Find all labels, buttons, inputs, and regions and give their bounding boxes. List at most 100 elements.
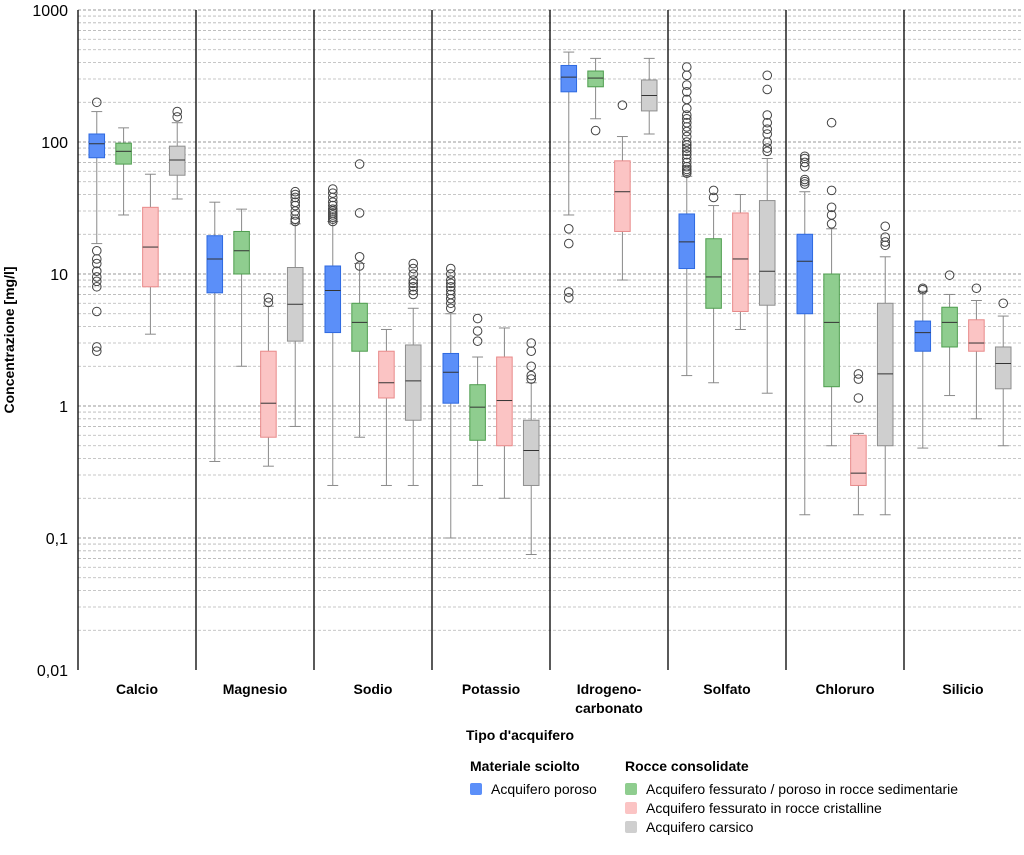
box-iqr: [850, 434, 867, 486]
outlier-point: [354, 261, 365, 271]
outlier-point: [290, 189, 301, 200]
outlier-point: [799, 174, 810, 185]
box-iqr: [88, 133, 106, 159]
outlier-point: [91, 281, 102, 292]
y-tick-label: 0,1: [46, 531, 68, 548]
outlier-point: [472, 313, 483, 324]
outlier-point: [799, 179, 810, 189]
legend-title-text: Tipo d'acquifero: [466, 727, 575, 743]
outlier-point: [445, 269, 456, 279]
outlier-point: [526, 374, 537, 384]
box-iqr: [732, 212, 749, 312]
outlier-point: [762, 84, 773, 95]
box-0-3: [442, 263, 460, 539]
box-0-0: [88, 97, 106, 357]
outlier-point: [445, 278, 456, 289]
box-iqr: [206, 235, 224, 294]
outlier-point: [681, 80, 692, 90]
box-1-3: [469, 313, 486, 486]
legend-rock-title: Rocce consolidate: [625, 758, 749, 774]
box-2-3: [496, 327, 513, 499]
box-3-1: [286, 186, 304, 427]
box-iqr: [968, 319, 985, 352]
outlier-point: [445, 281, 456, 292]
box-2-7: [968, 283, 985, 420]
outlier-point: [762, 70, 773, 81]
outlier-point: [681, 70, 692, 81]
outlier-point: [681, 140, 692, 150]
outlier-point: [91, 254, 102, 264]
outlier-point: [944, 270, 955, 280]
box-2-4: [614, 100, 631, 281]
legend-label-carsico: Acquifero carsico: [646, 818, 754, 835]
box-iqr: [442, 352, 460, 404]
legend-swatch-sedimentarie: [625, 782, 637, 795]
box-iqr: [115, 142, 132, 165]
box-0-5: [678, 62, 696, 377]
box-iqr: [168, 145, 186, 176]
outlier-point: [91, 258, 102, 269]
outlier-point: [290, 200, 301, 211]
box-3-0: [168, 106, 186, 200]
outlier-point: [91, 346, 102, 357]
box-2-5: [732, 194, 749, 330]
x-tick-label: Silicio: [942, 681, 983, 697]
box-iqr: [914, 320, 932, 352]
box-2-6: [850, 369, 867, 516]
box-iqr: [496, 356, 513, 447]
box-iqr: [796, 233, 814, 315]
outlier-point: [681, 146, 692, 157]
outlier-point: [826, 219, 837, 229]
box-iqr: [587, 70, 604, 88]
outlier-point: [327, 216, 338, 227]
box-3-2: [404, 258, 422, 486]
legend-label-poroso: Acquifero poroso: [491, 780, 597, 797]
outlier-point: [681, 62, 692, 72]
outlier-point: [445, 263, 456, 274]
outlier-point: [826, 117, 837, 128]
outlier-point: [799, 151, 810, 162]
outlier-point: [354, 251, 365, 262]
box-iqr: [378, 350, 395, 399]
box-3-7: [994, 298, 1012, 447]
outlier-point: [681, 143, 692, 153]
legend-swatch-cristalline: [625, 801, 637, 814]
box-iqr: [614, 160, 631, 232]
box-iqr: [522, 419, 540, 486]
outlier-point: [408, 285, 419, 296]
outlier-point: [799, 157, 810, 168]
outlier-point: [590, 125, 601, 136]
legend-item-poroso: Acquifero poroso: [470, 779, 597, 798]
box-1-0: [115, 127, 132, 216]
x-tick-label: Sodio: [354, 681, 393, 697]
box-iqr: [823, 273, 840, 388]
y-tick-label: 0,01: [37, 663, 68, 680]
x-tick-label: Chloruro: [815, 681, 874, 697]
x-tick-label: Calcio: [116, 681, 158, 697]
outlier-point: [91, 97, 102, 108]
x-tick-label: Idrogeno-: [577, 681, 642, 697]
outlier-point: [91, 272, 102, 282]
outlier-point: [91, 306, 102, 317]
legend-title: Tipo d'acquifero: [466, 727, 574, 743]
outlier-point: [880, 237, 891, 247]
outlier-point: [472, 326, 483, 336]
outlier-point: [563, 224, 574, 234]
outlier-point: [681, 103, 692, 114]
outlier-point: [617, 100, 628, 111]
outlier-point: [762, 110, 773, 120]
box-0-6: [796, 151, 814, 516]
outlier-point: [853, 369, 864, 379]
outlier-point: [681, 137, 692, 147]
outlier-point: [408, 269, 419, 279]
outlier-point: [681, 126, 692, 137]
outlier-point: [708, 192, 719, 203]
outlier-point: [91, 266, 102, 277]
outlier-point: [327, 192, 338, 203]
outlier-point: [681, 168, 692, 179]
x-tick-label: carbonato: [575, 700, 643, 716]
box-iqr: [233, 230, 250, 275]
outlier-point: [826, 185, 837, 196]
box-iqr: [876, 302, 894, 447]
outlier-point: [681, 110, 692, 120]
